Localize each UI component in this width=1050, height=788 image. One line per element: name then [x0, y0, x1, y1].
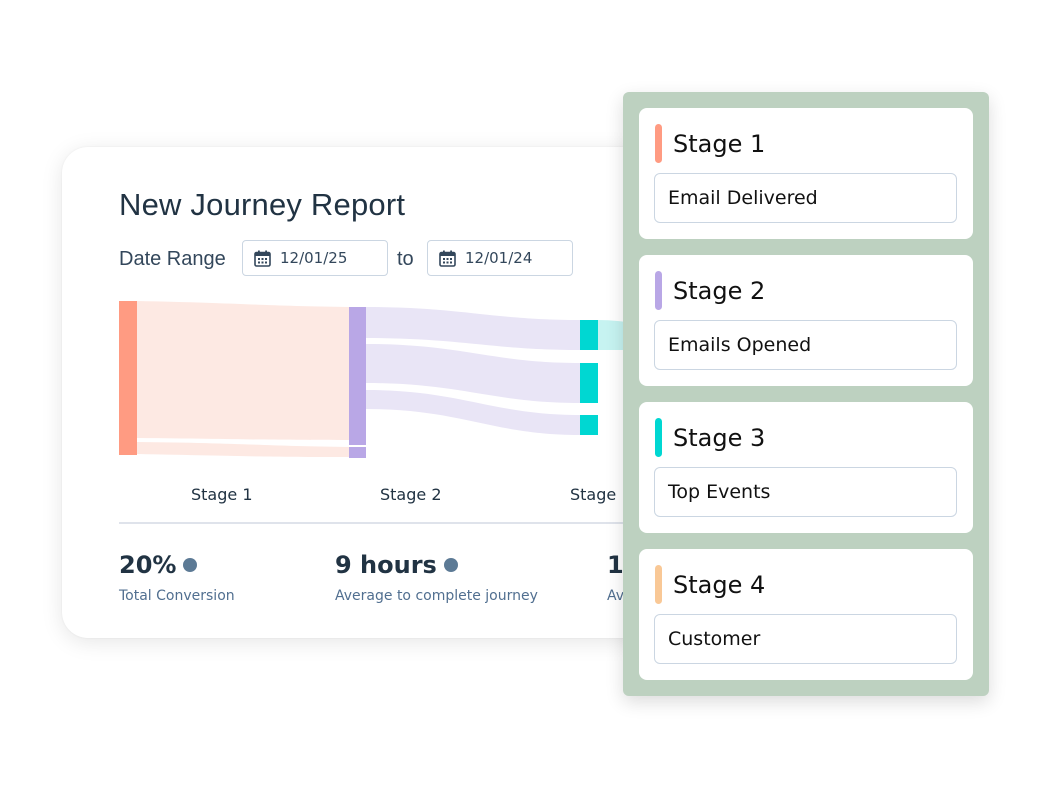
report-title: New Journey Report	[119, 187, 406, 222]
node-stage3-bottom	[580, 415, 598, 435]
metric-caption: Av	[607, 588, 625, 604]
stage-color-bar	[655, 418, 662, 457]
info-dot-icon[interactable]	[443, 558, 458, 572]
stage-card-title: Stage 2	[673, 277, 766, 305]
stage-event-field[interactable]: Customer	[654, 614, 957, 664]
section-divider	[119, 522, 662, 524]
flow-stage1-to-stage2-secondary	[137, 442, 349, 457]
sankey-stage-label: Stage 2	[380, 485, 442, 504]
flow-stage2-to-stage3-middle	[366, 344, 580, 403]
stage-event-field[interactable]: Emails Opened	[654, 320, 957, 370]
stage-config-panel: Stage 1 Email Delivered Stage 2 Emails O…	[623, 92, 989, 696]
node-stage3-top	[580, 320, 598, 350]
stage-card-2: Stage 2 Emails Opened	[639, 255, 973, 386]
metric-value: 20%	[119, 551, 177, 579]
flow-stage2-to-stage3-top	[366, 307, 580, 350]
stage-card-title: Stage 1	[673, 130, 766, 158]
stage-card-4: Stage 4 Customer	[639, 549, 973, 680]
stage-event-field[interactable]: Top Events	[654, 467, 957, 517]
stage-card-title: Stage 4	[673, 571, 766, 599]
stage-card-3: Stage 3 Top Events	[639, 402, 973, 533]
end-date-value: 12/01/24	[465, 249, 533, 267]
metric-total-conversion: 20% Total Conversion	[119, 551, 235, 604]
stage-color-bar	[655, 124, 662, 163]
info-dot-icon[interactable]	[183, 558, 198, 572]
journey-report-card: New Journey Report Date Range 12/01/25 t…	[62, 147, 662, 638]
sankey-stage-label: Stage 1	[191, 485, 253, 504]
stage-color-bar	[655, 271, 662, 310]
end-date-input[interactable]: 12/01/24	[427, 240, 573, 276]
metric-average-time: 9 hours Average to complete journey	[335, 551, 538, 604]
date-to-label: to	[397, 248, 414, 270]
flow-stage1-to-stage2-main	[137, 301, 349, 440]
stage-card-1: Stage 1 Email Delivered	[639, 108, 973, 239]
metric-caption: Total Conversion	[119, 588, 235, 604]
metric-caption: Average to complete journey	[335, 588, 538, 604]
stage-card-title: Stage 3	[673, 424, 766, 452]
node-stage2-main	[349, 307, 366, 445]
node-stage2-secondary	[349, 447, 366, 458]
date-range-label: Date Range	[119, 248, 226, 270]
sankey-stage-label: Stage	[570, 485, 617, 504]
calendar-icon	[439, 250, 456, 267]
calendar-icon	[254, 250, 271, 267]
start-date-value: 12/01/25	[280, 249, 348, 267]
node-stage1	[119, 301, 137, 455]
node-stage3-middle	[580, 363, 598, 403]
flow-stage2-to-stage3-bottom	[366, 390, 580, 435]
journey-sankey-diagram	[119, 301, 662, 458]
stage-event-field[interactable]: Email Delivered	[654, 173, 957, 223]
stage-color-bar	[655, 565, 662, 604]
start-date-input[interactable]: 12/01/25	[242, 240, 388, 276]
metric-value: 9 hours	[335, 551, 437, 579]
